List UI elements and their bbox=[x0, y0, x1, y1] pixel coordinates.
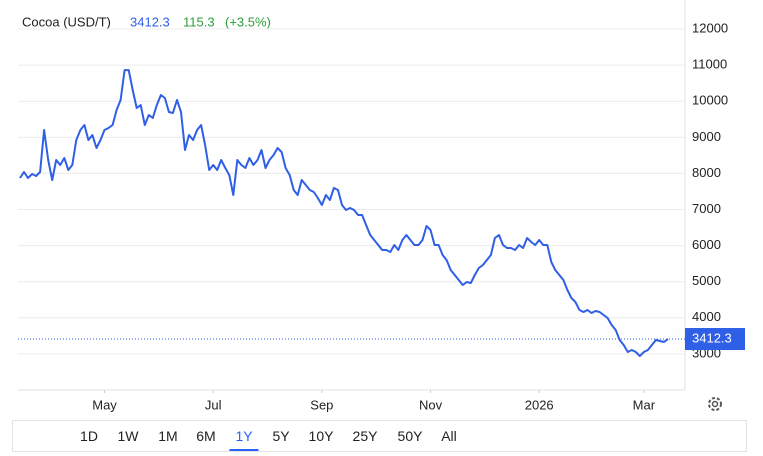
x-tick-label: Nov bbox=[419, 397, 443, 412]
change: 115.3 bbox=[183, 14, 215, 29]
gear-teeth bbox=[708, 397, 722, 411]
x-tick-label: Mar bbox=[633, 397, 656, 412]
price: 3412.3 bbox=[130, 14, 170, 29]
last-price-tag bbox=[685, 328, 745, 351]
range-button[interactable]: 1W bbox=[117, 428, 139, 444]
x-tick-label: May bbox=[92, 397, 117, 412]
range-button[interactable]: 25Y bbox=[352, 428, 378, 444]
y-tick-label: 7000 bbox=[692, 201, 721, 216]
chart: Cocoa (USD/T) 3412.3 115.3 (+3.5%) 30004… bbox=[18, 0, 745, 412]
y-tick-label: 8000 bbox=[692, 165, 721, 180]
range-button[interactable]: 6M bbox=[196, 428, 216, 444]
instrument-name: Cocoa (USD/T) bbox=[22, 14, 111, 29]
x-tick-label: Sep bbox=[310, 397, 333, 412]
range-button[interactable]: 5Y bbox=[272, 428, 290, 444]
last-price-label: 3412.3 bbox=[692, 330, 732, 345]
y-tick-label: 4000 bbox=[692, 309, 721, 324]
settings-icon[interactable] bbox=[708, 397, 722, 411]
change-pct: (+3.5%) bbox=[225, 14, 271, 29]
x-tick-label: Jul bbox=[205, 397, 222, 412]
range-button[interactable]: 1M bbox=[158, 428, 178, 444]
range-button[interactable]: 1D bbox=[80, 428, 98, 444]
y-tick-label: 6000 bbox=[692, 237, 721, 252]
range-toolbar: 1D 1W 1M 6M 1Y 5Y 10Y 25Y 50Y All bbox=[12, 420, 747, 452]
y-tick-label: 11000 bbox=[692, 57, 727, 72]
price-line bbox=[19, 69, 669, 357]
gear-center bbox=[711, 400, 719, 408]
range-button[interactable]: 10Y bbox=[308, 428, 334, 444]
y-tick-label: 9000 bbox=[692, 129, 721, 144]
x-tick-label: 2026 bbox=[525, 397, 554, 412]
y-tick-label: 10000 bbox=[692, 93, 728, 108]
range-button[interactable]: 50Y bbox=[397, 428, 423, 444]
y-tick-label: 5000 bbox=[692, 273, 721, 288]
y-tick-label: 12000 bbox=[692, 20, 728, 35]
range-button[interactable]: All bbox=[441, 428, 457, 444]
range-button[interactable]: 1Y bbox=[229, 421, 259, 451]
